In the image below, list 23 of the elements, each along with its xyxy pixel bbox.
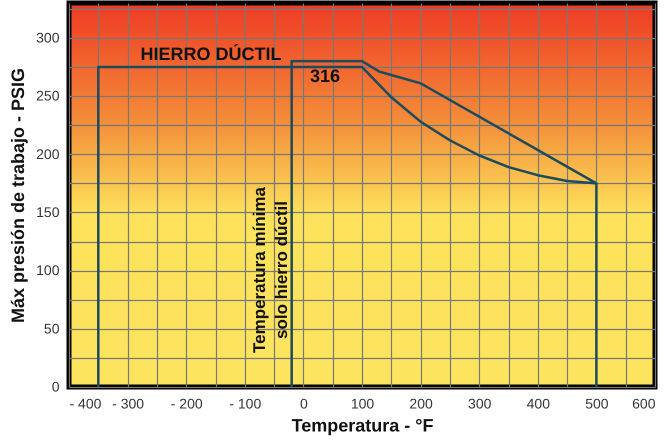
x-tick-label: - 200 — [170, 396, 203, 412]
x-tick-label: 0 — [300, 396, 308, 412]
y-tick-label: 0 — [52, 378, 60, 394]
annotation: HIERRO DÚCTIL — [140, 44, 282, 64]
x-tick-label: 400 — [526, 396, 550, 412]
y-tick-label: 300 — [36, 29, 60, 46]
x-tick-label: 600 — [632, 396, 656, 412]
x-tick-label: 100 — [350, 396, 374, 412]
x-tick-label: 300 — [468, 396, 492, 412]
x-tick-label: - 300 — [112, 396, 144, 412]
x-tick-label: - 100 — [229, 396, 262, 412]
y-tick-label: 150 — [36, 204, 60, 220]
x-tick-label: 500 — [585, 396, 609, 412]
y-axis-title: Máx presión de trabajo - PSIG — [8, 68, 28, 324]
x-tick-label: - 400 — [70, 396, 102, 412]
y-tick-label: 250 — [36, 88, 60, 104]
y-tick-label: 50 — [44, 320, 60, 336]
x-tick-label: 200 — [409, 396, 433, 412]
y-tick-label: 200 — [36, 146, 60, 162]
annotation: Temperatura mínima solo hierro dúctil — [250, 186, 291, 353]
annotation: 316 — [310, 66, 340, 86]
y-tick-label: 100 — [36, 262, 60, 278]
x-axis-title: Temperatura - °F — [292, 416, 434, 436]
